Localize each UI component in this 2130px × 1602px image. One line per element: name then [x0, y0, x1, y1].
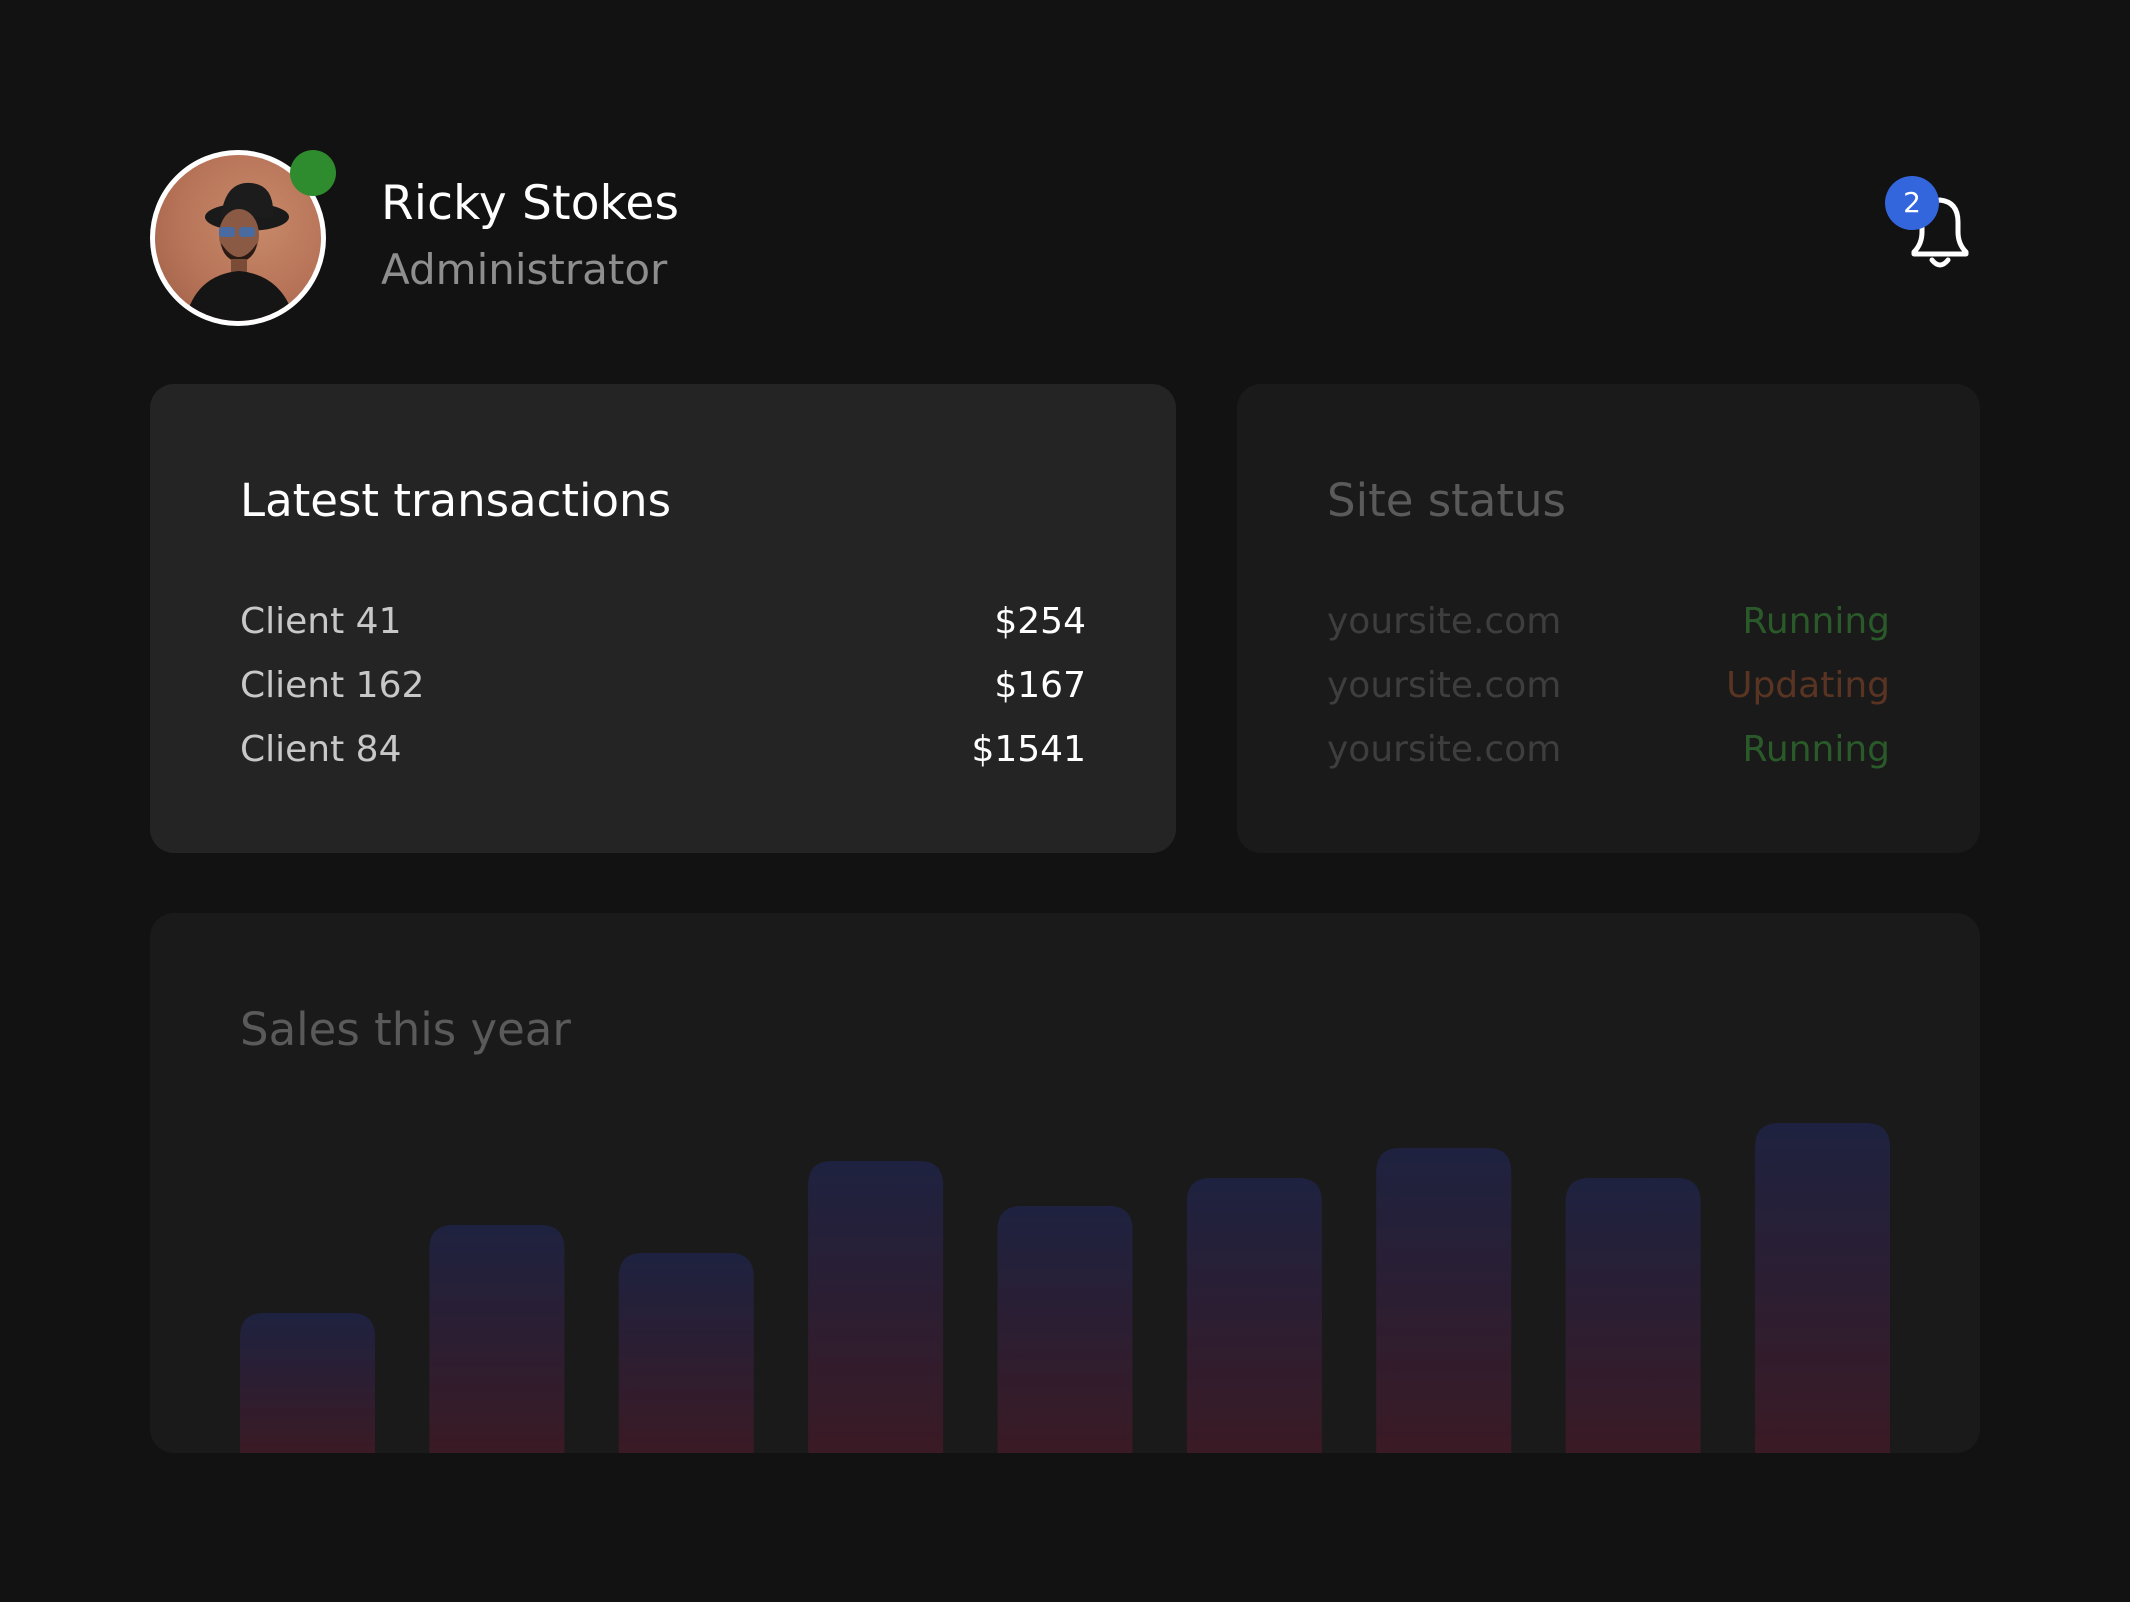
site-url: yoursite.com — [1327, 664, 1562, 706]
online-status-dot — [290, 150, 336, 196]
site-status-value: Updating — [1726, 664, 1890, 706]
latest-transactions-card: Latest transactions Client 41 $254 Clien… — [150, 384, 1176, 853]
site-status-row[interactable]: yoursite.com Updating — [1327, 653, 1890, 717]
sales-chart-svg — [240, 1123, 1890, 1453]
site-url: yoursite.com — [1327, 600, 1562, 642]
site-status-value: Running — [1742, 728, 1890, 770]
sales-bar-9[interactable] — [1755, 1123, 1890, 1453]
sales-title: Sales this year — [240, 1003, 571, 1056]
site-status-value: Running — [1742, 600, 1890, 642]
bell-icon — [1911, 197, 1969, 268]
sales-bar-7[interactable] — [1376, 1148, 1512, 1453]
transaction-row[interactable]: Client 162 $167 — [240, 653, 1086, 717]
sales-bar-1[interactable] — [240, 1313, 375, 1453]
site-url: yoursite.com — [1327, 728, 1562, 770]
site-status-list: yoursite.com Running yoursite.com Updati… — [1327, 589, 1890, 781]
transaction-amount: $254 — [994, 600, 1086, 642]
transactions-title: Latest transactions — [240, 474, 672, 527]
transaction-row[interactable]: Client 84 $1541 — [240, 717, 1086, 781]
sales-bar-4[interactable] — [808, 1161, 944, 1453]
sales-bar-5[interactable] — [997, 1206, 1133, 1453]
site-status-title: Site status — [1327, 474, 1566, 527]
sales-bar-3[interactable] — [618, 1253, 754, 1453]
transaction-client: Client 41 — [240, 600, 402, 642]
sales-bar-6[interactable] — [1186, 1178, 1322, 1453]
sales-bar-8[interactable] — [1565, 1178, 1701, 1453]
profile-header: Ricky Stokes Administrator 2 — [150, 148, 1980, 326]
avatar-container[interactable] — [150, 150, 336, 326]
user-role: Administrator — [381, 245, 668, 294]
avatar-image — [185, 182, 295, 321]
user-name: Ricky Stokes — [381, 176, 680, 231]
sales-chart-card: Sales this year — [150, 913, 1980, 1453]
site-status-card: Site status yoursite.com Running yoursit… — [1237, 384, 1980, 853]
sales-bar-chart — [240, 1093, 1890, 1453]
sales-bar-2[interactable] — [429, 1225, 565, 1453]
transaction-client: Client 162 — [240, 664, 425, 706]
site-status-row[interactable]: yoursite.com Running — [1327, 717, 1890, 781]
site-status-row[interactable]: yoursite.com Running — [1327, 589, 1890, 653]
notifications-button[interactable]: 2 — [1885, 176, 1980, 278]
transactions-list: Client 41 $254 Client 162 $167 Client 84… — [240, 589, 1086, 781]
transaction-amount: $1541 — [971, 728, 1086, 770]
transaction-row[interactable]: Client 41 $254 — [240, 589, 1086, 653]
transaction-amount: $167 — [994, 664, 1086, 706]
transaction-client: Client 84 — [240, 728, 402, 770]
notification-count-badge: 2 — [1885, 176, 1939, 230]
